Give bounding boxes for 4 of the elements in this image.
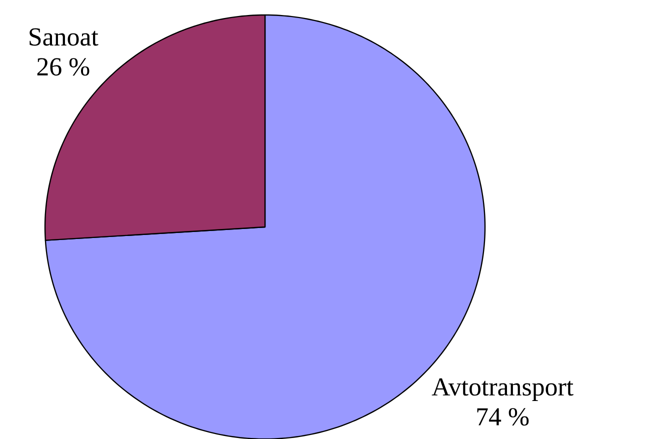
data-label: 26 %	[37, 58, 90, 76]
slice-label: Avtotransport	[432, 378, 574, 401]
data-label: 74 %	[477, 408, 529, 426]
slice-label: Sanoat	[30, 28, 98, 46]
